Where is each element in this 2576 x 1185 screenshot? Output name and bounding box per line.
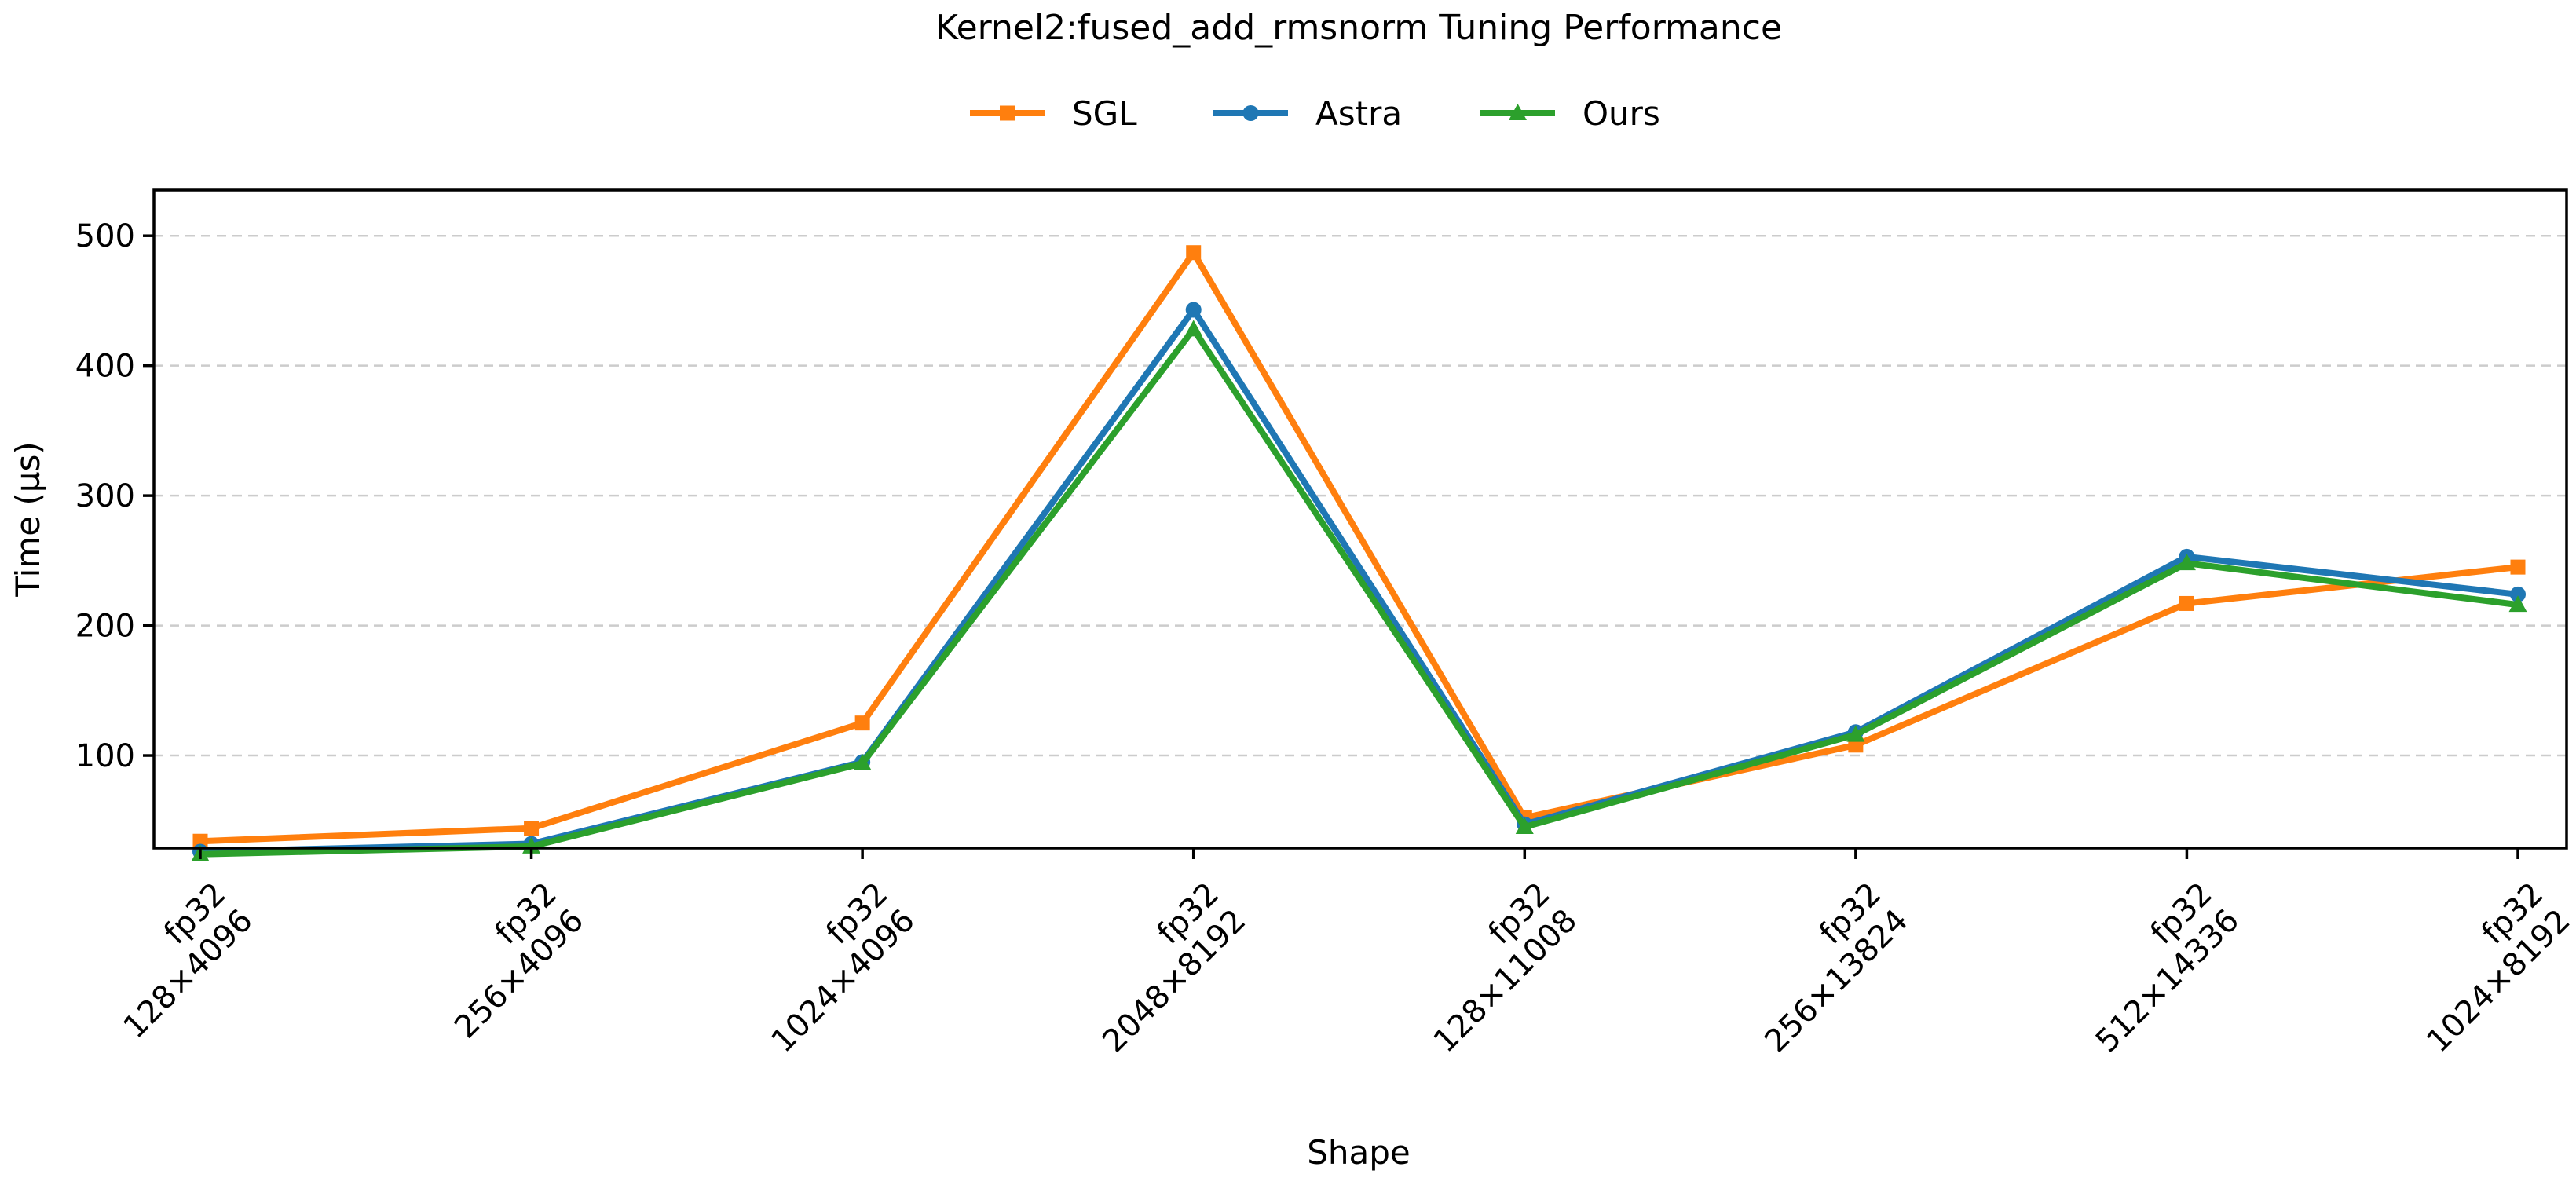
legend-label-sgl: SGL [1072, 94, 1137, 133]
legend-item-ours: Ours [1480, 94, 1660, 133]
legend-label-astra: Astra [1315, 94, 1402, 133]
series-line-sgl [197, 249, 2521, 845]
data-point-ours [2508, 595, 2527, 613]
series-sgl [192, 245, 2526, 849]
legend-marker-astra [1242, 105, 1259, 121]
y-axis-label: Time (µs) [9, 441, 47, 598]
grid [154, 234, 2567, 757]
data-point-sgl [1186, 245, 1202, 261]
x-tick-label: fp32256×13824 [1731, 876, 1915, 1059]
data-point-ours [853, 753, 872, 770]
legend: SGL Astra Ours [970, 94, 1660, 133]
data-point-astra [1185, 302, 1202, 318]
data-point-sgl [854, 715, 870, 731]
data-point-astra [2510, 586, 2526, 602]
plot-series [191, 245, 2527, 861]
data-point-sgl [2510, 559, 2526, 575]
x-tick-label: fp321024×8192 [2394, 876, 2576, 1059]
x-tick-label: fp32128×11008 [1400, 876, 1584, 1059]
legend-label-ours: Ours [1583, 94, 1660, 133]
legend-marker-sgl [1000, 105, 1015, 121]
data-point-sgl [524, 821, 540, 836]
x-tick-label: fp32256×4096 [421, 876, 591, 1045]
y-axis: 100 200 300 400 500 [75, 218, 154, 774]
x-tick-label: fp32512×14336 [2062, 876, 2246, 1059]
plot-frame [152, 188, 2568, 850]
legend-item-astra: Astra [1213, 94, 1402, 133]
data-point-ours [2177, 554, 2196, 571]
data-point-ours [1515, 817, 1534, 835]
y-tick-label: 100 [75, 738, 135, 774]
x-tick-label: fp322048×8192 [1069, 876, 1253, 1059]
data-point-sgl [2179, 595, 2194, 611]
data-point-ours [1184, 320, 1203, 337]
data-point-ours [1846, 725, 1865, 742]
series-ours [191, 320, 2527, 861]
y-tick-label: 400 [75, 349, 135, 385]
chart-title: Kernel2:fused_add_rmsnorm Tuning Perform… [935, 8, 1782, 48]
x-axis-label: Shape [1307, 1133, 1411, 1172]
x-tick-label: fp321024×4096 [738, 876, 922, 1059]
x-axis: fp32128×4096 fp32256×4096 fp321024×4096 fp3… [90, 848, 2576, 1059]
y-tick-label: 300 [75, 478, 135, 514]
legend-item-sgl: SGL [970, 94, 1137, 133]
y-tick-label: 500 [75, 218, 135, 254]
y-tick-label: 200 [75, 609, 135, 645]
legend-marker-ours [1509, 104, 1527, 120]
series-line-ours [197, 326, 2521, 858]
x-tick-label: fp32128×4096 [90, 876, 259, 1045]
